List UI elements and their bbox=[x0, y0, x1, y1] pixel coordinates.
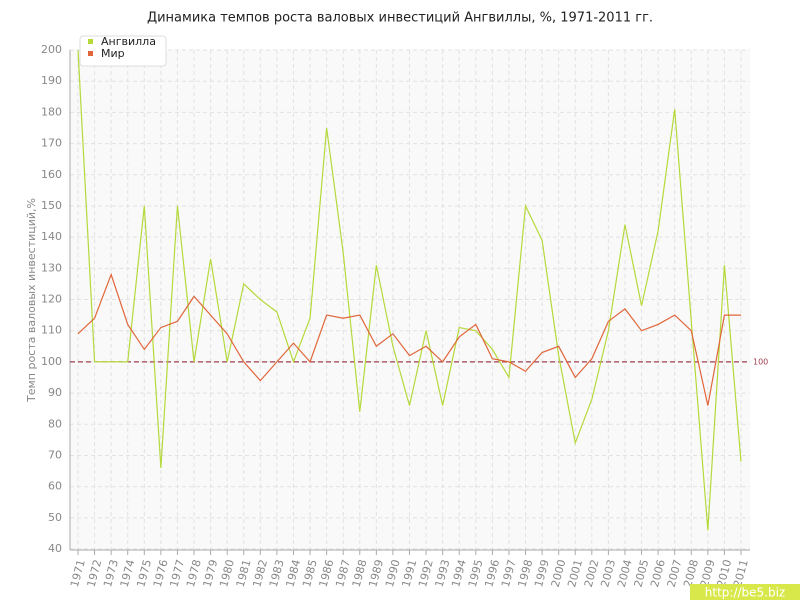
watermark: http://be5.biz bbox=[705, 586, 785, 600]
y-tick-label: 130 bbox=[41, 261, 62, 274]
y-tick-label: 180 bbox=[41, 105, 62, 118]
y-tick-label: 200 bbox=[41, 43, 62, 56]
marks: 100 bbox=[70, 49, 768, 531]
y-tick-label: 60 bbox=[48, 480, 62, 493]
legend-swatch bbox=[88, 39, 93, 44]
watermark-bg bbox=[690, 584, 800, 600]
series-line bbox=[77, 49, 742, 531]
reference-label: 100 bbox=[753, 357, 768, 366]
y-tick-label: 90 bbox=[48, 386, 62, 399]
y-tick-label: 40 bbox=[48, 542, 62, 555]
y-tick-label: 140 bbox=[41, 230, 62, 243]
y-tick-label: 110 bbox=[41, 324, 62, 337]
series-line bbox=[77, 272, 741, 406]
y-tick-label: 80 bbox=[48, 417, 62, 430]
y-axis-label: Темп роста валовых инвестиций,% bbox=[25, 198, 38, 403]
y-tick-label: 100 bbox=[41, 355, 62, 368]
y-tick-label: 70 bbox=[48, 448, 62, 461]
legend-box bbox=[79, 35, 167, 67]
legend-label: Ангвилла bbox=[101, 35, 156, 48]
y-tick-label: 50 bbox=[48, 511, 62, 524]
y-tick-label: 150 bbox=[41, 199, 62, 212]
legend-label: Мир bbox=[101, 47, 125, 60]
y-tick-label: 120 bbox=[41, 293, 62, 306]
grid: 40 50 60 70 80 90 100 110 120 130 140 150 160 170 180 1… bbox=[41, 43, 751, 589]
legend-swatch bbox=[88, 51, 93, 56]
y-tick-label: 160 bbox=[41, 168, 62, 181]
chart-title: Динамика темпов роста валовых инвестиций… bbox=[147, 11, 653, 26]
y-tick-label: 190 bbox=[41, 74, 62, 87]
y-tick-label: 170 bbox=[41, 137, 62, 150]
